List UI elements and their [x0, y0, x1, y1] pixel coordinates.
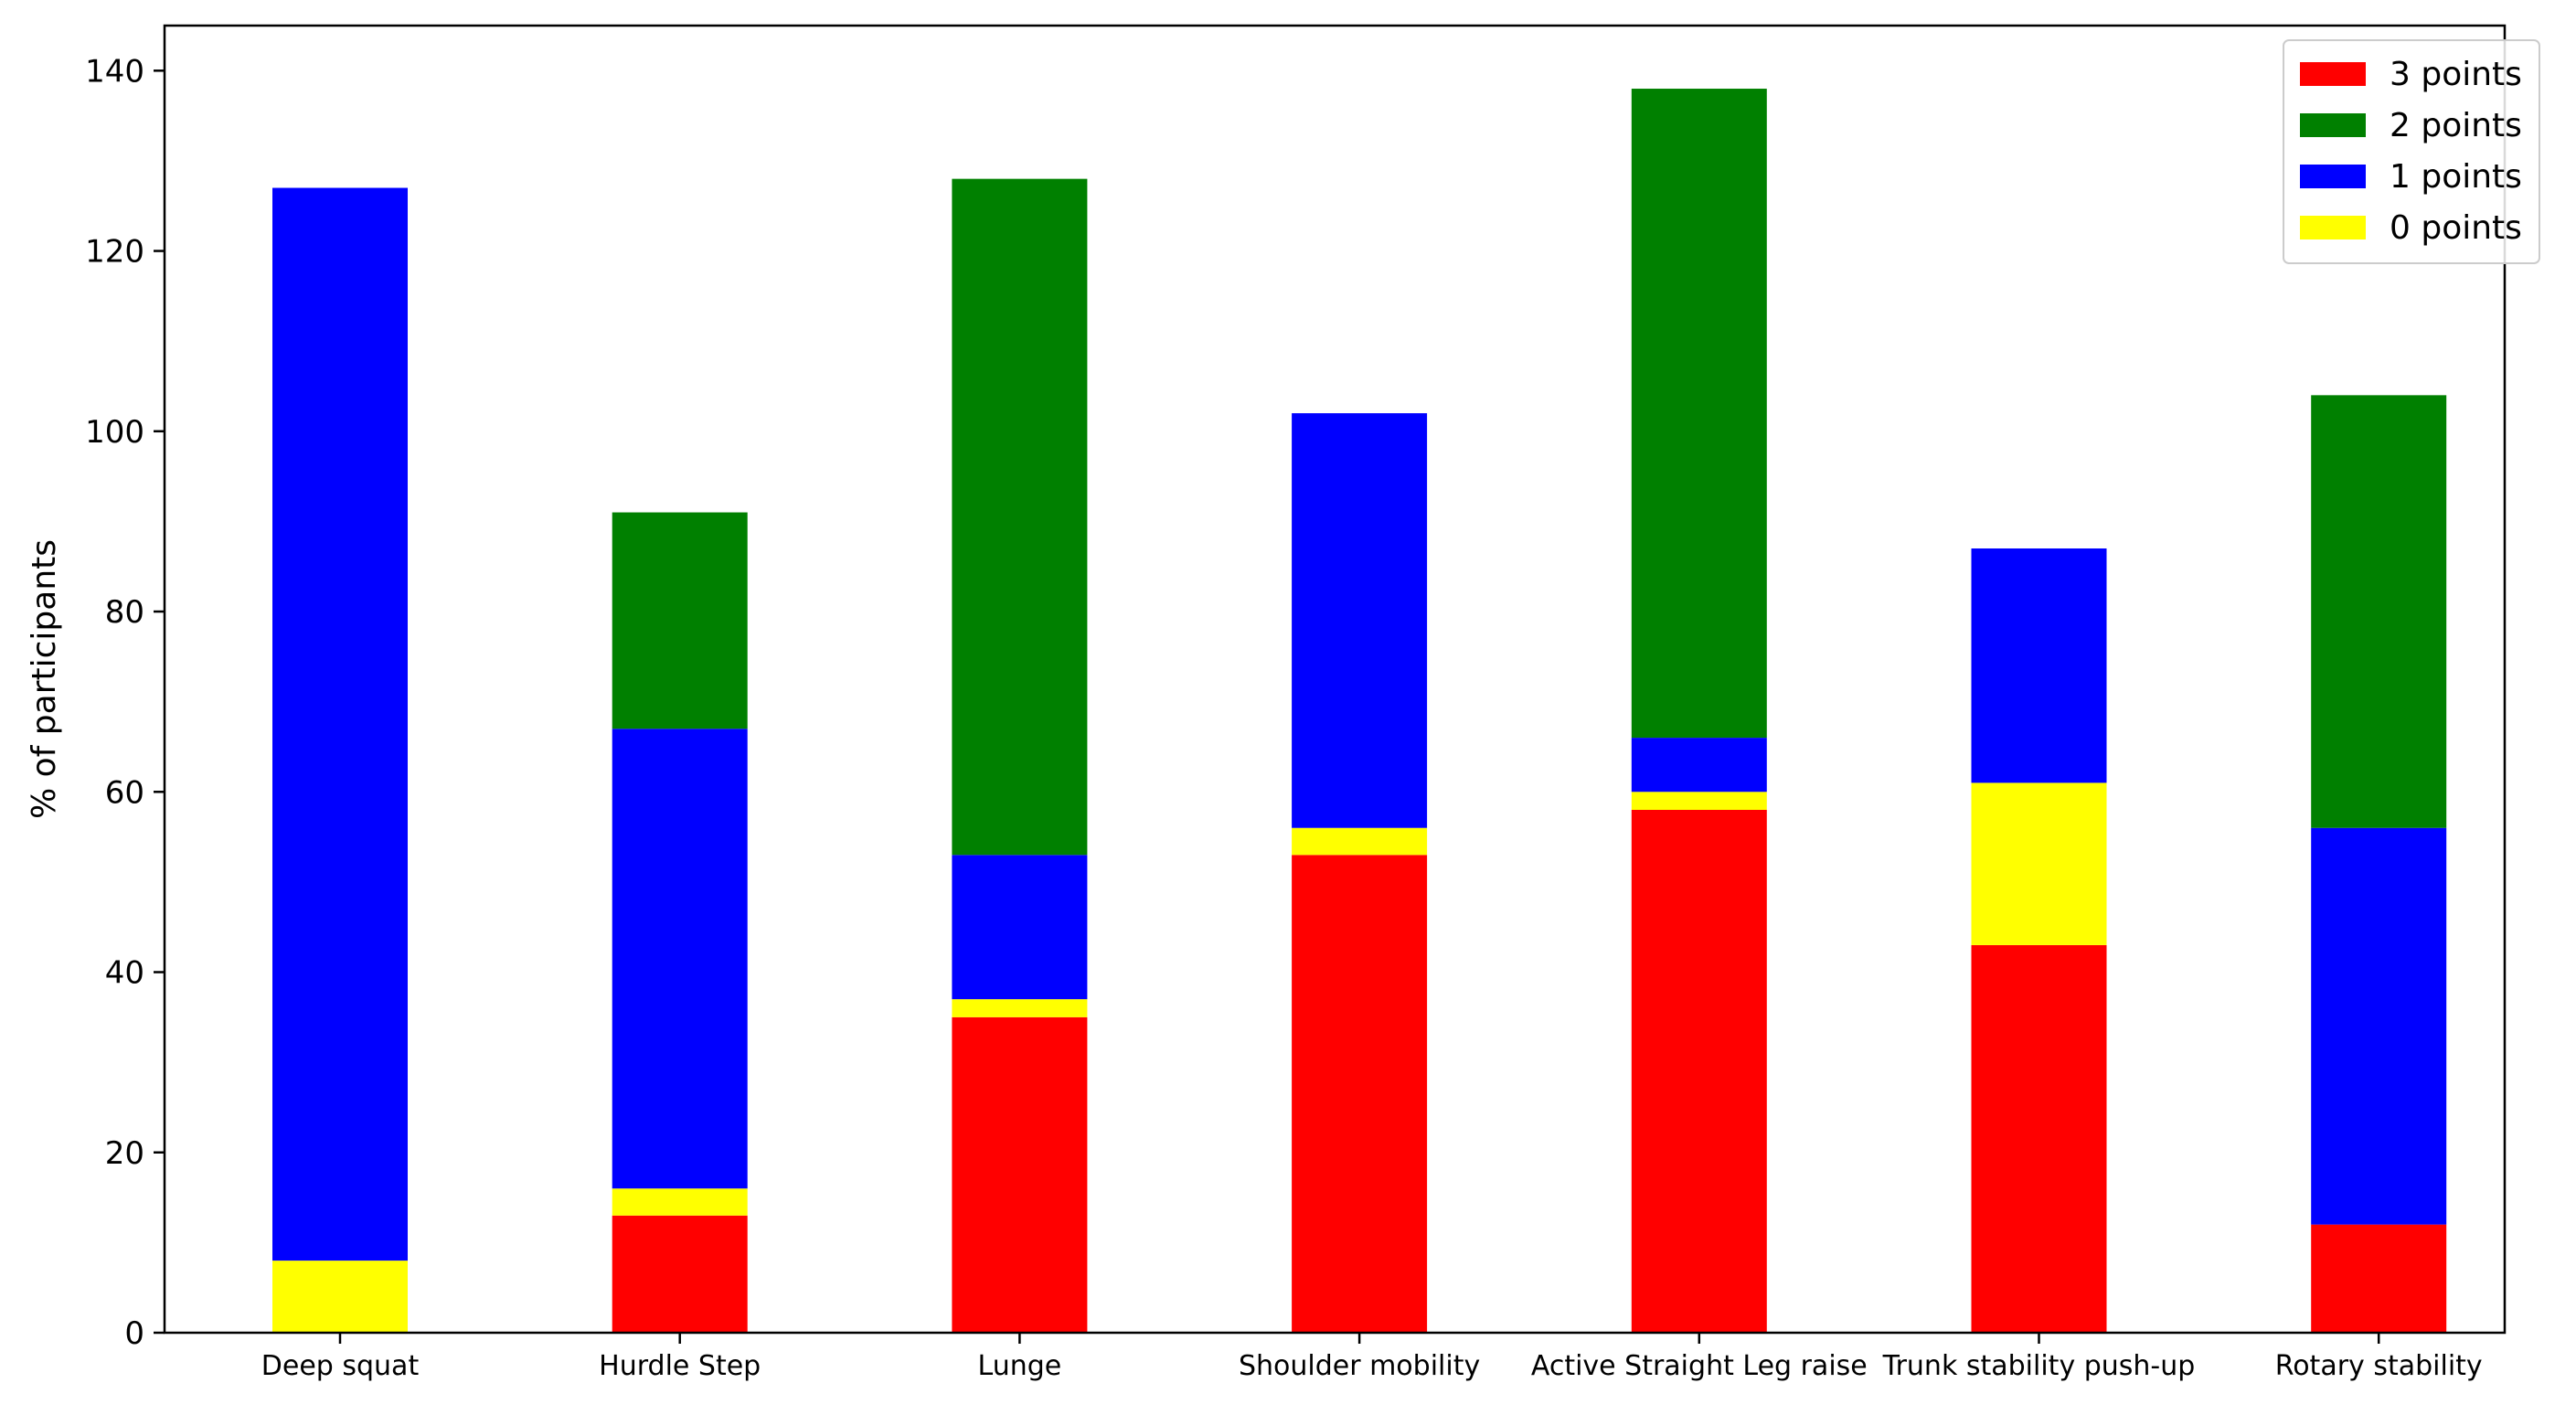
y-tick-label: 100	[85, 414, 144, 451]
bar-hurdle-step-1-points	[612, 729, 748, 1189]
bar-lunge-1-points	[952, 855, 1088, 1000]
bar-active-straight-leg-raise-1-points	[1631, 738, 1767, 793]
x-tick-label: Deep squat	[261, 1350, 420, 1382]
legend-label-2-points: 2 points	[2390, 107, 2522, 144]
y-tick-label: 80	[105, 594, 144, 631]
x-tick-label: Shoulder mobility	[1239, 1350, 1480, 1382]
y-axis-label: % of participants	[26, 539, 63, 819]
bar-shoulder-mobility-1-points	[1292, 413, 1428, 828]
bar-shoulder-mobility-3-points	[1292, 855, 1428, 1333]
bar-deep-squat-0-points	[272, 1261, 408, 1333]
legend-box	[2283, 39, 2540, 264]
bar-lunge-2-points	[952, 178, 1088, 856]
bar-lunge-3-points	[952, 1016, 1088, 1333]
legend-swatch-0-points	[2300, 216, 2366, 239]
bar-hurdle-step-3-points	[612, 1215, 748, 1333]
bar-active-straight-leg-raise-3-points	[1631, 810, 1767, 1333]
legend: 3 points 2 points 1 points 0 points	[2283, 39, 2540, 264]
bar-hurdle-step-0-points	[612, 1188, 748, 1216]
x-tick-label: Lunge	[978, 1350, 1062, 1382]
y-tick-label: 0	[124, 1315, 144, 1352]
y-tick-label: 60	[105, 774, 144, 811]
y-tick-label: 120	[85, 234, 144, 271]
legend-label-0-points: 0 points	[2390, 209, 2522, 247]
y-tick-label: 140	[85, 53, 144, 90]
bar-trunk-stability-push-up-3-points	[1971, 944, 2107, 1333]
x-tick-label: Rotary stability	[2275, 1350, 2483, 1382]
legend-swatch-1-points	[2300, 165, 2366, 188]
x-tick-label: Trunk stability push-up	[1882, 1350, 2196, 1382]
x-tick-label: Hurdle Step	[599, 1350, 761, 1382]
bar-rotary-stability-1-points	[2311, 827, 2447, 1225]
legend-swatch-2-points	[2300, 113, 2366, 137]
bar-rotary-stability-3-points	[2311, 1224, 2447, 1333]
x-axis: Deep squat Hurdle Step Lunge Shoulder mobil…	[261, 1333, 2483, 1382]
legend-label-1-points: 1 points	[2390, 158, 2522, 196]
y-tick-label: 20	[105, 1135, 144, 1172]
bars-layer	[272, 89, 2447, 1333]
plot-frame	[163, 24, 2507, 1335]
bar-trunk-stability-push-up-0-points	[1971, 782, 2107, 945]
bar-trunk-stability-push-up-1-points	[1971, 548, 2107, 783]
bar-shoulder-mobility-0-points	[1292, 827, 1428, 856]
y-tick-label: 40	[105, 955, 144, 992]
bar-active-straight-leg-raise-0-points	[1631, 792, 1767, 810]
legend-swatch-3-points	[2300, 62, 2366, 86]
x-tick-label: Active Straight Leg raise	[1531, 1350, 1868, 1382]
bar-rotary-stability-2-points	[2311, 395, 2447, 828]
bar-deep-squat-1-points	[272, 187, 408, 1261]
y-axis: 0 20 40 60 80 100 120 140	[85, 53, 165, 1352]
bar-active-straight-leg-raise-2-points	[1631, 89, 1767, 739]
bar-hurdle-step-2-points	[612, 512, 748, 729]
legend-label-3-points: 3 points	[2390, 56, 2522, 93]
bar-lunge-0-points	[952, 999, 1088, 1017]
